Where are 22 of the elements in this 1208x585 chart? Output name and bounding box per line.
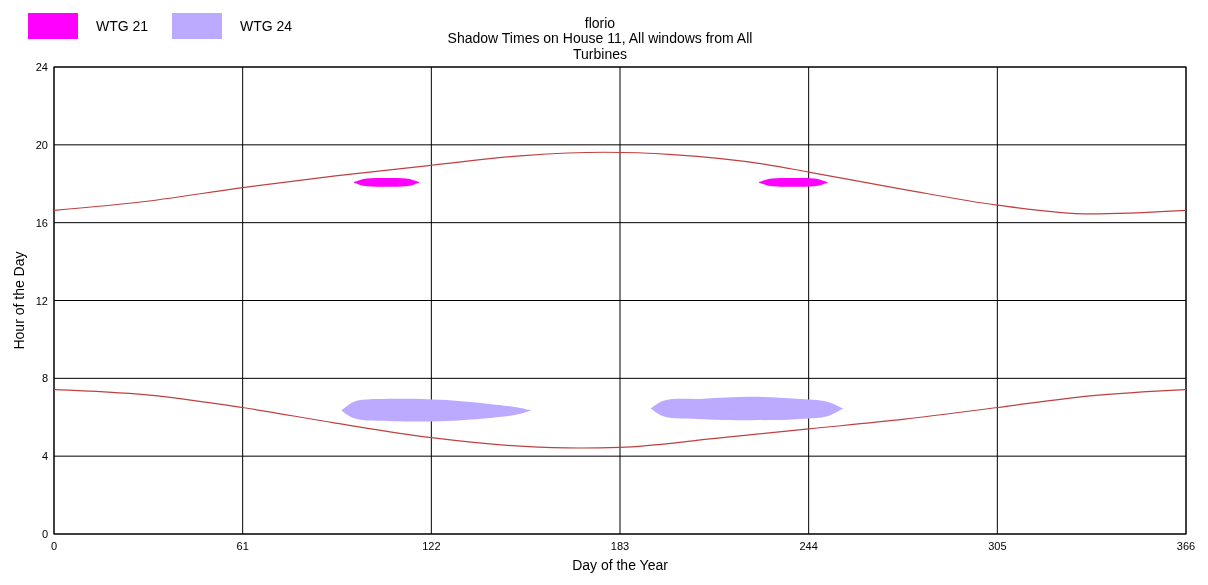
y-axis-title: Hour of the Day: [11, 251, 27, 350]
chart-title: florio: [584, 15, 616, 31]
y-tick-label: 12: [35, 294, 48, 307]
x-tick-label: 61: [236, 540, 249, 552]
x-tick-label: 305: [988, 540, 1007, 552]
y-tick-label: 20: [35, 138, 48, 151]
x-tick-label: 122: [422, 540, 441, 552]
y-tick-label: 0: [41, 528, 48, 540]
y-tick-label: 4: [41, 450, 48, 463]
x-axis-title: Day of the Year: [572, 557, 669, 573]
y-tick-label: 8: [41, 372, 48, 385]
x-tick-label: 0: [50, 540, 58, 552]
x-tick-label: 244: [799, 540, 818, 552]
line-series: [53, 389, 1187, 449]
x-tick-label: 183: [610, 540, 630, 552]
y-tick-label: 24: [35, 61, 48, 73]
legend-label: WTG 24: [240, 18, 293, 34]
legend-label: WTG 21: [96, 18, 149, 34]
y-tick-label: 16: [35, 216, 48, 229]
chart-subtitle: Shadow Times on House 11, All windows from All Turbines: [446, 30, 754, 62]
line-series: [53, 151, 1187, 215]
x-tick-label: 366: [1176, 540, 1196, 552]
